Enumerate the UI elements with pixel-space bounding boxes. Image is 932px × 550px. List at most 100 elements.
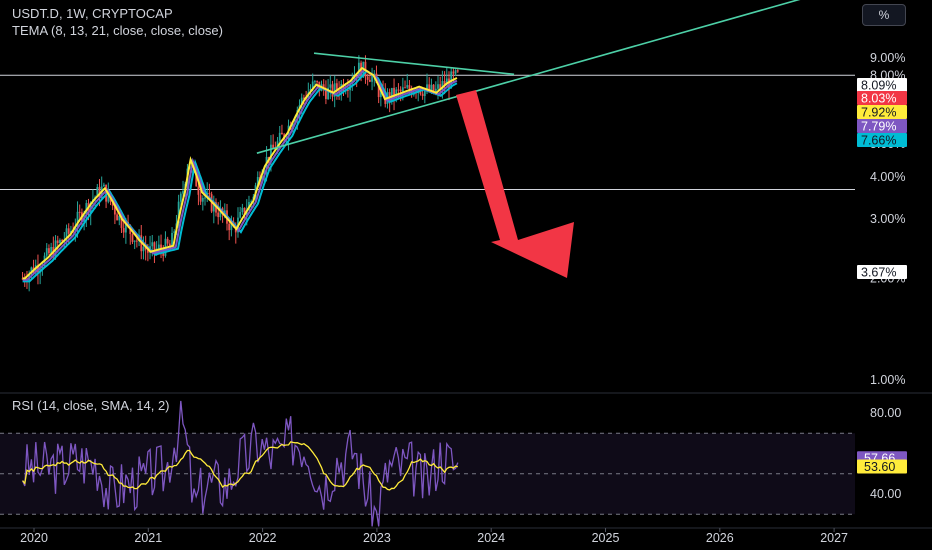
- candle-body: [443, 81, 446, 86]
- candle-body: [182, 190, 184, 194]
- candle-body: [445, 78, 448, 86]
- price-badge: 8.03%: [857, 91, 907, 106]
- rsi-tick-label: 40.00: [870, 487, 901, 501]
- candle-body: [335, 83, 338, 91]
- candle-body: [239, 211, 242, 218]
- price-tick-label: 1.00%: [870, 373, 905, 387]
- candle-body: [171, 232, 173, 246]
- candle-body: [423, 89, 426, 96]
- candle-body: [241, 207, 244, 212]
- candle-body: [314, 81, 316, 83]
- candle-body: [439, 84, 442, 90]
- symbol-title: USDT.D, 1W, CRYPTOCAP: [12, 6, 173, 21]
- price-tick-label: 3.00%: [870, 212, 905, 226]
- candle-body: [219, 208, 222, 218]
- candle-body: [250, 201, 253, 203]
- candle-body: [371, 75, 373, 82]
- candle-body: [300, 97, 303, 106]
- price-badge-bg: [857, 119, 907, 133]
- upper-trendline: [313, 52, 515, 76]
- candle-body: [102, 184, 105, 187]
- candle-body: [173, 231, 176, 233]
- candle-body: [399, 89, 402, 92]
- candle-body: [325, 89, 327, 99]
- price-badge-bg: [857, 105, 907, 119]
- candle-body: [346, 90, 349, 92]
- price-badge: 8.09%: [857, 78, 907, 93]
- candle-body: [113, 205, 116, 215]
- candle-body: [61, 239, 64, 242]
- candle-body: [105, 184, 107, 202]
- candle-body: [316, 81, 319, 83]
- price-badge-bg: [857, 265, 907, 279]
- rsi-tick-label: 80.00: [870, 406, 901, 420]
- tema-13-line: [22, 68, 458, 281]
- candle-body: [96, 187, 99, 197]
- price-badge-label: 7.92%: [861, 106, 896, 120]
- down-arrow-annotation: [456, 90, 574, 278]
- candle-body: [142, 246, 145, 252]
- candle-body: [437, 84, 439, 89]
- rsi-sma-line: [22, 441, 458, 491]
- candle-body: [331, 84, 334, 97]
- candle-body: [393, 87, 395, 99]
- candle-body: [270, 144, 272, 163]
- candle-body: [48, 248, 50, 254]
- candle-body: [340, 84, 343, 94]
- tema-8-line: [22, 66, 458, 280]
- candle-body: [430, 84, 433, 91]
- time-tick-label: 2027: [820, 531, 848, 545]
- candle-body: [116, 214, 118, 221]
- rsi-line: [21, 400, 459, 527]
- tema-21-line: [22, 69, 458, 283]
- candle-body: [144, 246, 147, 250]
- candle-body: [434, 88, 437, 93]
- candle-body: [199, 194, 202, 202]
- candle-body: [118, 215, 121, 221]
- time-tick-label: 2020: [20, 531, 48, 545]
- candle-body: [303, 97, 305, 99]
- candle-body: [122, 228, 125, 233]
- candle-body: [217, 212, 220, 218]
- candle-body: [41, 266, 44, 270]
- candle-body: [59, 239, 61, 244]
- candle-body: [168, 243, 171, 246]
- candle-body: [151, 242, 154, 247]
- candle-body: [120, 215, 123, 229]
- candle-body: [21, 278, 24, 280]
- candle-body: [333, 83, 336, 97]
- rsi-sma-badge: 53.60: [857, 459, 907, 474]
- candle-body: [408, 85, 411, 90]
- rsi-indicator-title[interactable]: RSI (14, close, SMA, 14, 2): [12, 398, 170, 413]
- candle-body: [243, 207, 246, 216]
- candle-body: [397, 89, 400, 91]
- candle-body: [353, 75, 356, 81]
- candle-body: [327, 87, 330, 99]
- candle-body: [329, 84, 332, 88]
- candle-body: [368, 79, 371, 82]
- rsi-badge-label: 53.60: [864, 460, 895, 474]
- percent-scale-button[interactable]: %: [862, 4, 906, 26]
- candle-body: [456, 70, 459, 72]
- candle-body: [56, 240, 59, 244]
- price-tick-label: 4.00%: [870, 170, 905, 184]
- rsi-badge-bg: [857, 459, 907, 474]
- candle-body: [454, 70, 457, 74]
- candle-body: [177, 201, 180, 224]
- candle-body: [448, 78, 450, 89]
- candle-body: [278, 132, 281, 142]
- time-tick-label: 2023: [363, 531, 391, 545]
- candle-body: [256, 177, 259, 186]
- candle-body: [74, 227, 77, 232]
- candle-body: [390, 87, 393, 101]
- time-tick-label: 2024: [477, 531, 505, 545]
- lower-trendline: [256, 0, 801, 154]
- candle-body: [153, 242, 156, 252]
- price-tick-label: 9.00%: [870, 51, 905, 65]
- tema-indicator-title[interactable]: TEMA (8, 13, 21, close, close, close): [12, 23, 223, 38]
- time-tick-label: 2025: [592, 531, 620, 545]
- candle-body: [124, 222, 127, 233]
- candle-body: [30, 267, 33, 274]
- candle-body: [50, 246, 53, 254]
